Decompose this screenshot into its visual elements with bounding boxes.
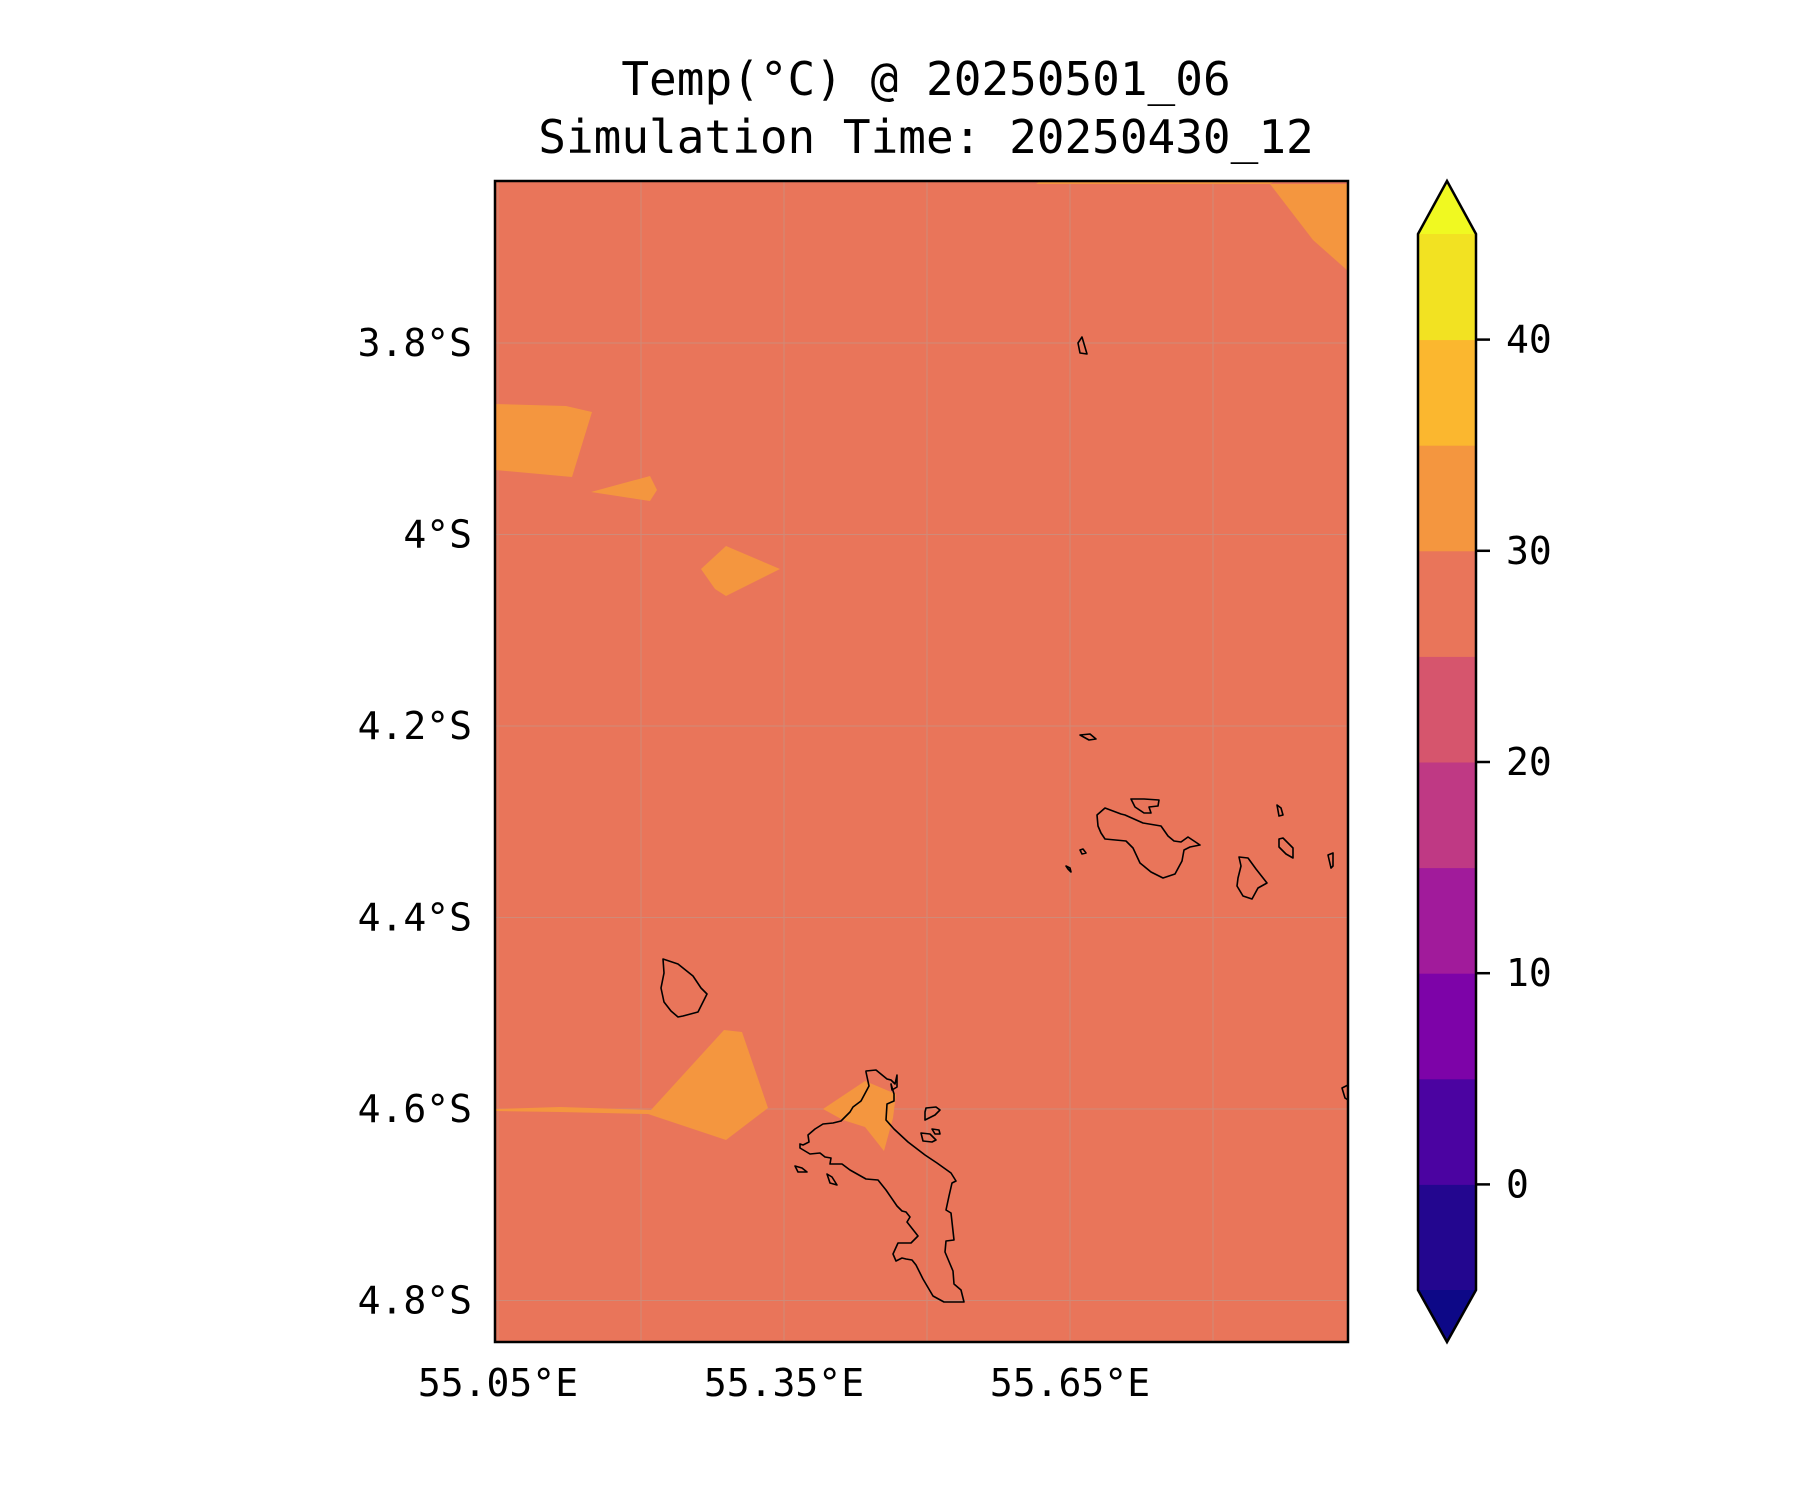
latitude-tick-labels: 3.8°S 4°S 4.2°S 4.4°S 4.6°S 4.8°S xyxy=(358,321,472,1323)
coastline-st-anne-island xyxy=(924,1106,941,1121)
colorbar-band xyxy=(1418,550,1476,657)
warm-patch-main-island xyxy=(823,1081,896,1151)
map-background-field xyxy=(495,181,1348,1342)
latitude-tick-label: 4.4°S xyxy=(358,896,472,940)
latitude-tick-label: 4.8°S xyxy=(358,1279,472,1323)
title-line-2: Simulation Time: 20250430_12 xyxy=(538,110,1313,164)
coastline-islet-east-1 xyxy=(1276,804,1284,817)
colorbar-band xyxy=(1418,339,1476,446)
coastline-praslin-island xyxy=(1096,807,1201,879)
coastline-curieuse-island xyxy=(1130,798,1160,814)
colorbar-band xyxy=(1418,234,1476,341)
colorbar-band xyxy=(1418,762,1476,869)
colorbar-band xyxy=(1418,1078,1476,1185)
coastline-cerf-island xyxy=(920,1132,937,1143)
coastline-la-digue-island xyxy=(1236,856,1268,900)
colorbar-tick-label: 40 xyxy=(1506,318,1552,362)
map-gridlines xyxy=(495,181,1348,1342)
colorbar-tick-label: 0 xyxy=(1506,1162,1529,1206)
warm-patch-west-1 xyxy=(495,404,592,477)
colorbar-band xyxy=(1418,867,1476,974)
coastline-islet-west-praslin-1 xyxy=(1079,848,1087,855)
colorbar-band xyxy=(1418,656,1476,763)
latitude-tick-label: 4°S xyxy=(403,513,472,557)
colorbar-band xyxy=(1418,445,1476,552)
latitude-tick-label: 3.8°S xyxy=(358,321,472,365)
warm-patch-south-west xyxy=(495,1030,768,1140)
colorbar-tick-label: 20 xyxy=(1506,740,1552,784)
colorbar-band xyxy=(1418,973,1476,1080)
latitude-tick-label: 4.6°S xyxy=(358,1087,472,1131)
longitude-tick-labels: 55.05°E 55.35°E 55.65°E xyxy=(418,1361,1150,1405)
longitude-tick-label: 55.05°E xyxy=(418,1361,578,1405)
title-line-1: Temp(°C) @ 20250501_06 xyxy=(621,52,1230,106)
warm-patch-west-2 xyxy=(591,476,657,501)
latitude-tick-label: 4.2°S xyxy=(358,704,472,748)
longitude-tick-label: 55.65°E xyxy=(990,1361,1150,1405)
colorbar-bands xyxy=(1418,234,1476,1291)
warm-patch-west-3 xyxy=(701,546,780,596)
colorbar-over-triangle xyxy=(1418,181,1476,234)
map-panel: 3.8°S 4°S 4.2°S 4.4°S 4.6°S 4.8°S 55.05°E 55.3… xyxy=(358,179,1350,1405)
coastline-silhouette-island xyxy=(660,958,708,1018)
warm-patch-top-right xyxy=(1270,184,1348,271)
coastline-therese-island xyxy=(794,1165,808,1173)
colorbar-tick-label: 30 xyxy=(1506,529,1552,573)
coastline-felicite-island xyxy=(1278,837,1294,859)
colorbar-tick-labels: 0 10 20 30 40 xyxy=(1476,318,1552,1206)
coastline-islet-near-cerf xyxy=(931,1128,941,1135)
coastline-islet-north-1 xyxy=(1077,336,1088,355)
colorbar-outline xyxy=(1416,178,1478,1345)
colorbar-tick-label: 10 xyxy=(1506,951,1552,995)
longitude-tick-label: 55.35°E xyxy=(704,1361,864,1405)
coastline-conception-island xyxy=(826,1173,838,1186)
coastline-mahe-island xyxy=(799,1069,965,1303)
map-frame xyxy=(493,179,1350,1344)
coastlines xyxy=(660,336,1349,1303)
colorbar-under-triangle xyxy=(1418,1290,1476,1342)
colorbar: 0 10 20 30 40 xyxy=(1416,178,1552,1345)
colorbar-band xyxy=(1418,1184,1476,1291)
coastline-islet-north-2 xyxy=(1079,733,1097,741)
coastline-islet-west-praslin-2 xyxy=(1065,865,1072,873)
coastline-marianne-island xyxy=(1327,852,1334,869)
